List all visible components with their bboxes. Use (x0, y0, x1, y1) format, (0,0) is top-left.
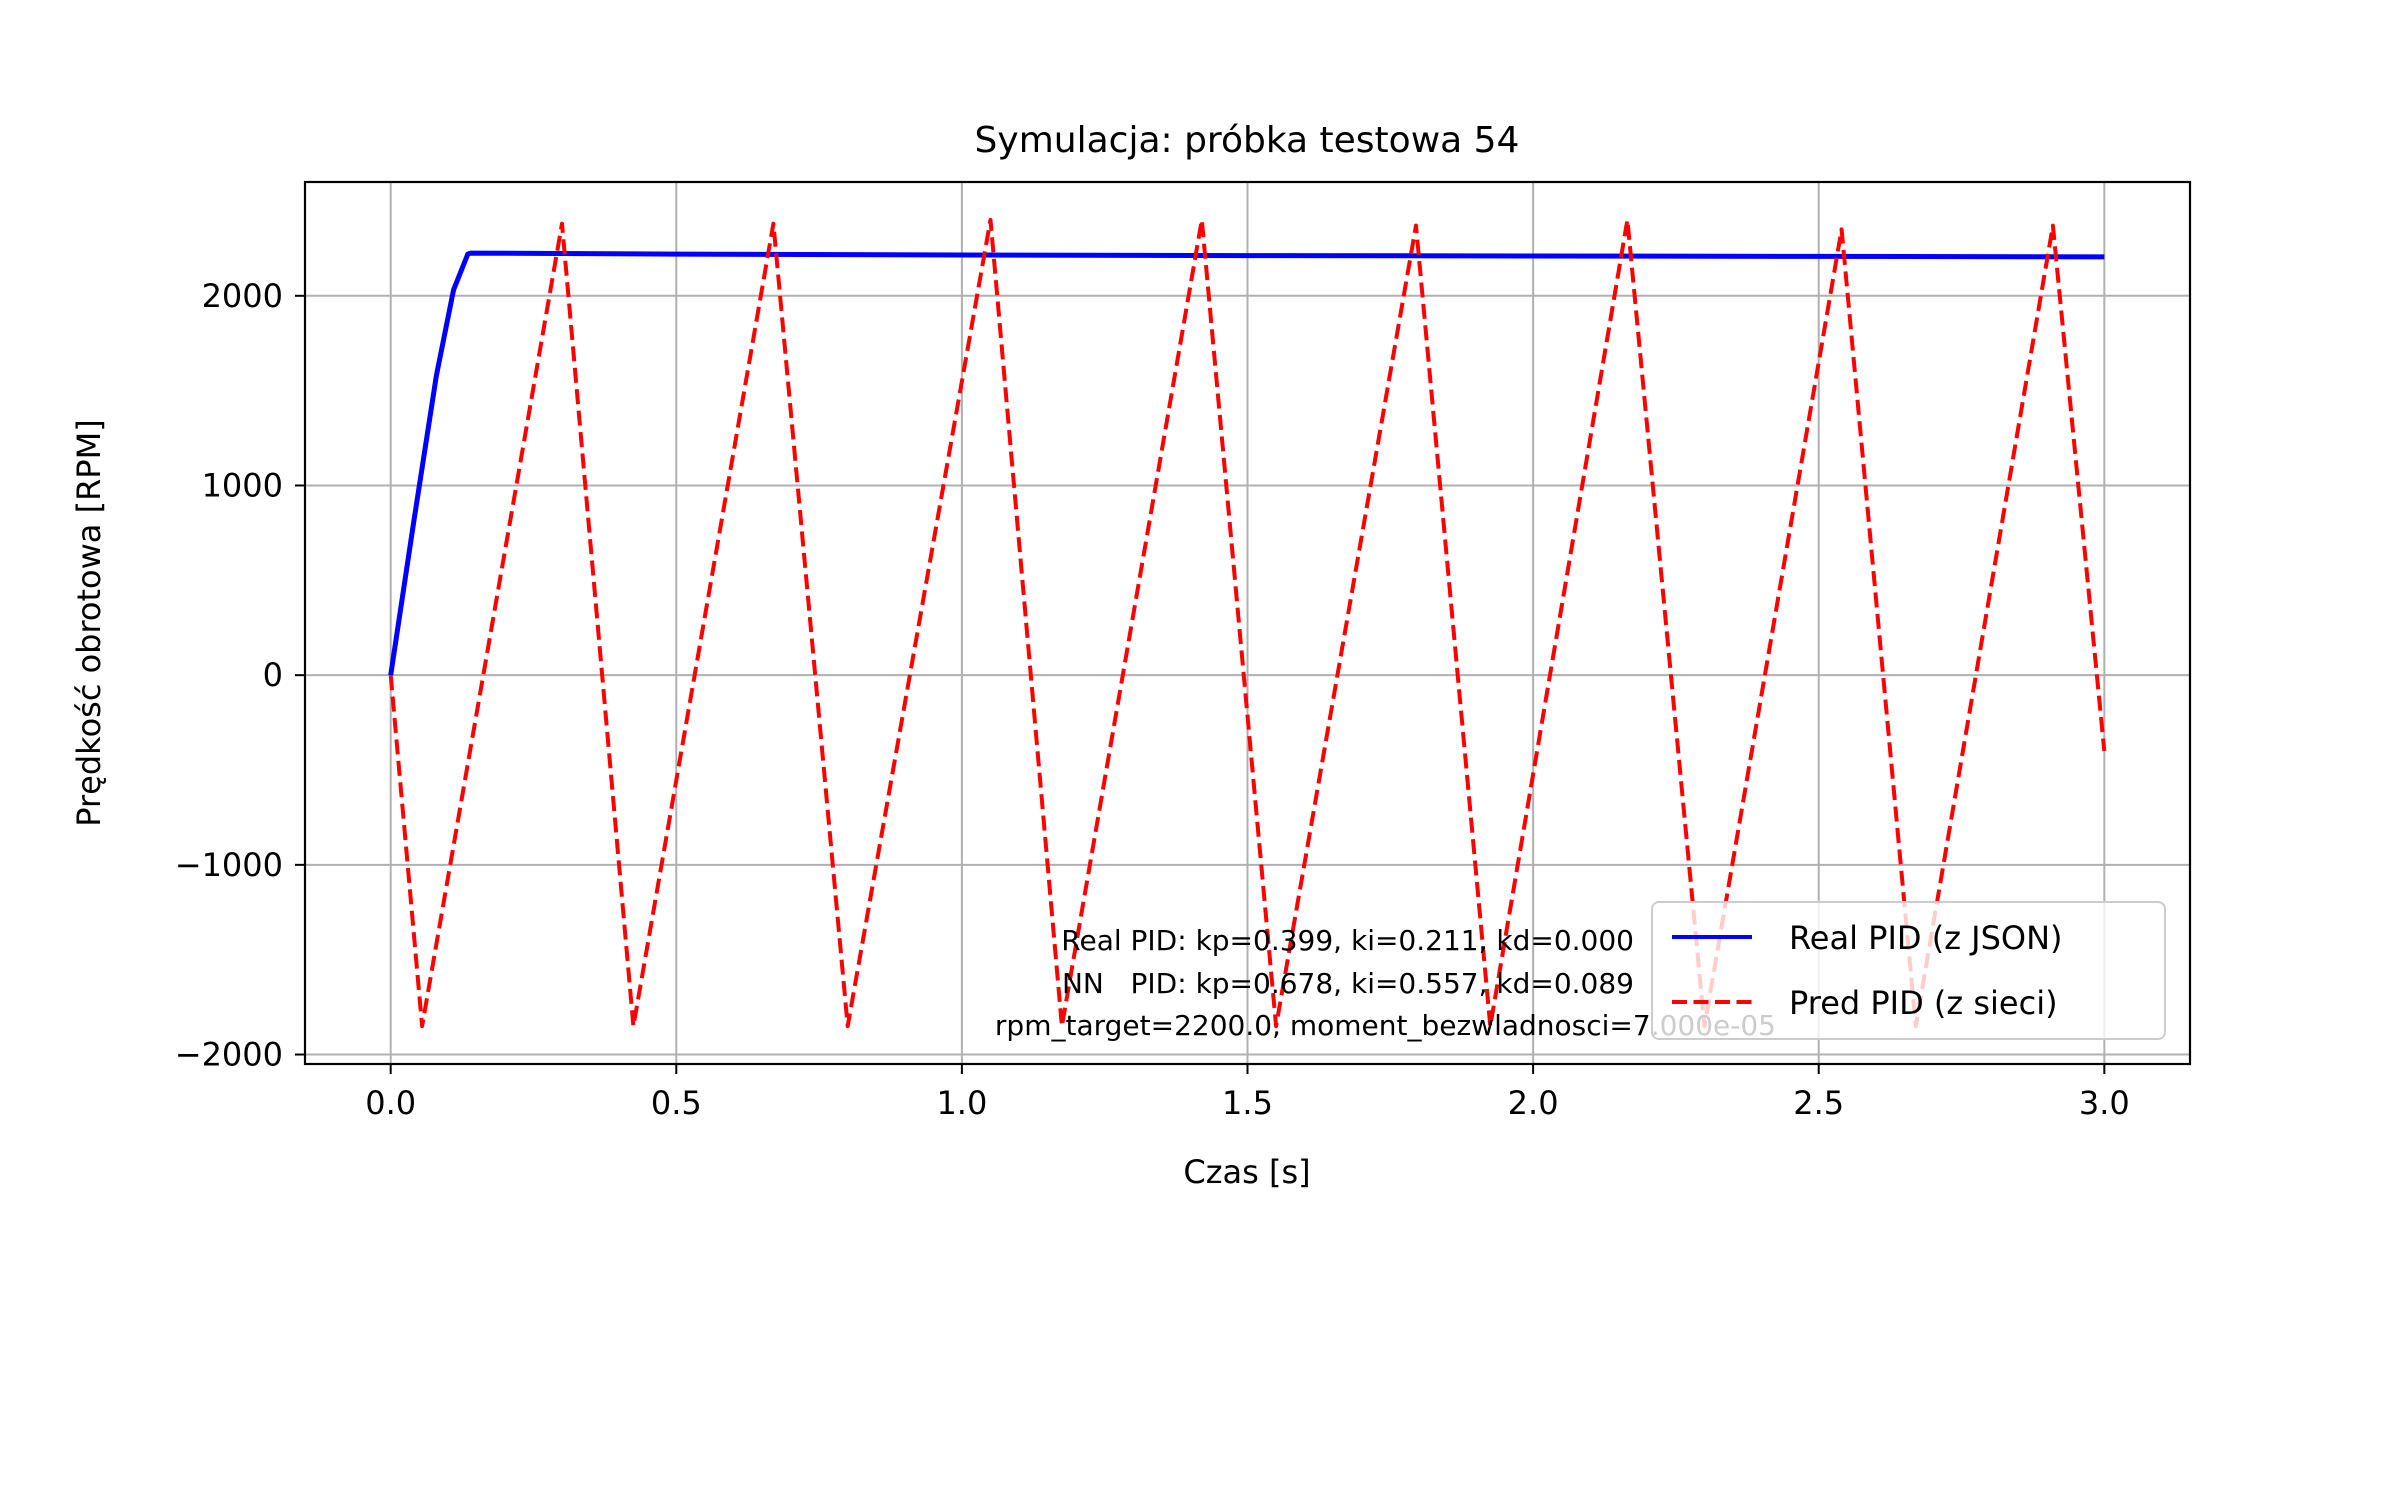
chart-title: Symulacja: próbka testowa 54 (975, 120, 1520, 161)
legend-box (1651, 901, 2166, 1040)
annotation-line-params: rpm_target=2200.0, moment_bezwladnosci=7… (995, 1009, 1776, 1042)
legend-label-pred-pid: Pred PID (z sieci) (1789, 984, 2058, 1022)
plot-series (388, 217, 2107, 1029)
legend: Real PID (z JSON) Pred PID (z sieci) (1651, 901, 2166, 1040)
x-axis-label: Czas [s] (1183, 1153, 1310, 1191)
y-tick-label: 1000 (202, 466, 283, 504)
series-line-pred-pid (388, 217, 2107, 1029)
x-tick-label: 3.0 (2079, 1084, 2130, 1122)
y-axis-label: Prędkość obrotowa [RPM] (70, 419, 108, 826)
pid-annotation: Real PID: kp=0.399, ki=0.211, kd=0.000 N… (995, 924, 1776, 1042)
x-axis: 0.0 0.5 1.0 1.5 2.0 2.5 3.0 (365, 1064, 2130, 1122)
series-line-real-pid (388, 250, 2105, 676)
annotation-line-real: Real PID: kp=0.399, ki=0.211, kd=0.000 (1061, 924, 1634, 957)
x-tick-label: 1.0 (936, 1084, 987, 1122)
x-tick-label: 1.5 (1222, 1084, 1273, 1122)
x-tick-label: 2.5 (1793, 1084, 1844, 1122)
y-tick-label: 2000 (202, 277, 283, 315)
x-tick-label: 0.5 (651, 1084, 702, 1122)
annotation-line-nn: NN PID: kp=0.678, ki=0.557, kd=0.089 (1062, 967, 1634, 1000)
y-tick-label: 0 (263, 656, 283, 694)
x-tick-label: 2.0 (1508, 1084, 1559, 1122)
x-tick-label: 0.0 (365, 1084, 416, 1122)
y-tick-label: −2000 (175, 1036, 283, 1074)
y-tick-label: −1000 (175, 846, 283, 884)
y-axis: 2000 1000 0 −1000 −2000 (175, 277, 305, 1074)
legend-label-real-pid: Real PID (z JSON) (1789, 919, 2063, 957)
